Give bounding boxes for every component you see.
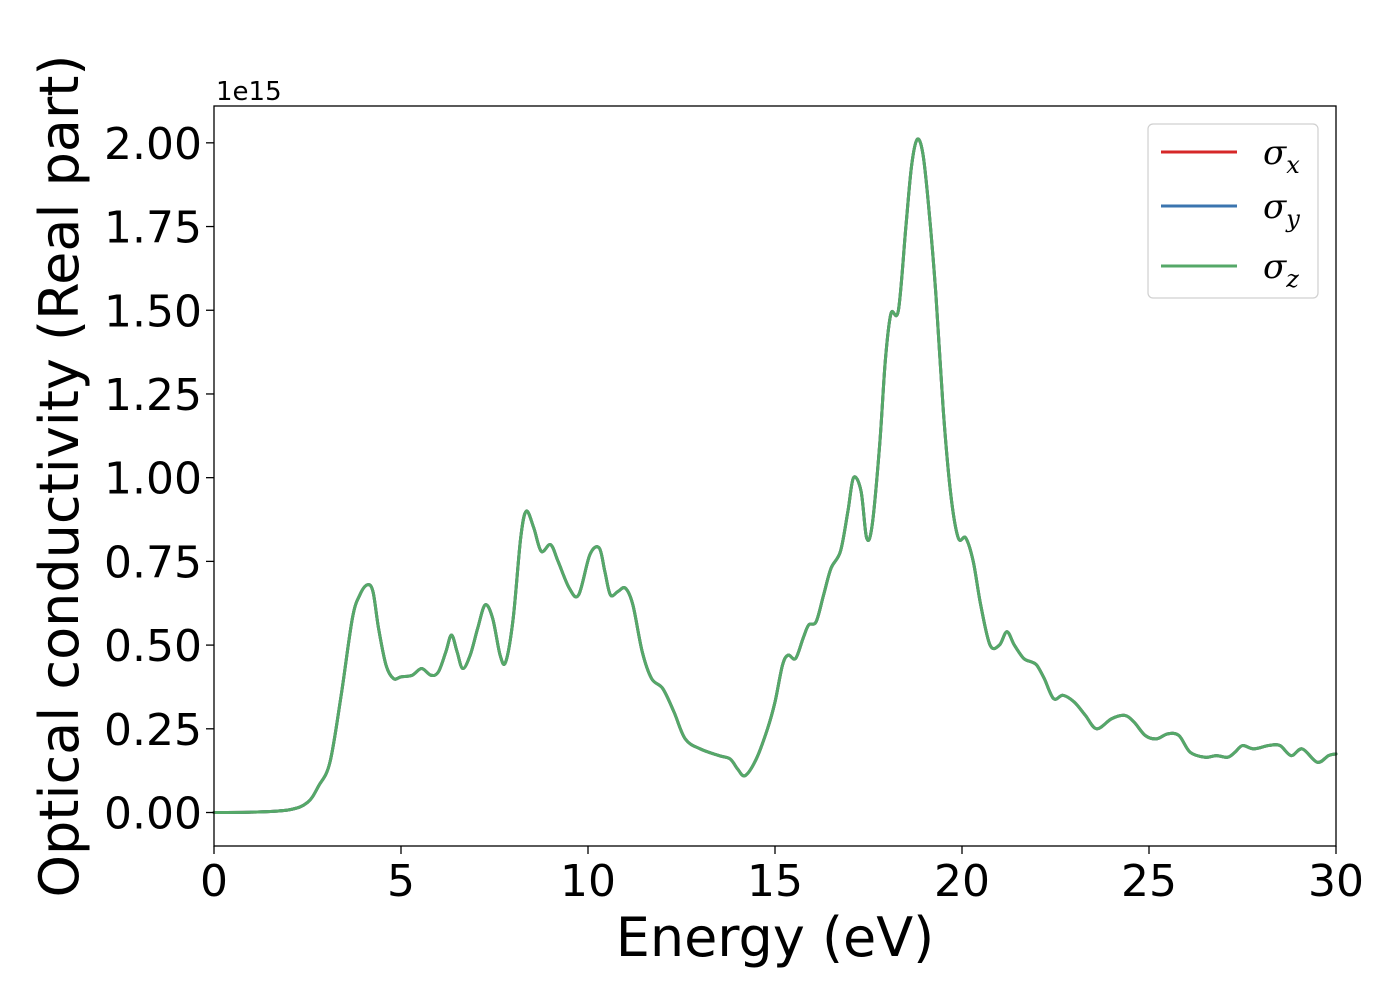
y-offset-label: 1e15 bbox=[216, 77, 282, 107]
x-tick-label: 10 bbox=[560, 856, 616, 907]
legend-label: σy bbox=[1263, 187, 1300, 233]
y-tick-label: 0.25 bbox=[104, 705, 202, 756]
legend-label: σz bbox=[1263, 247, 1299, 293]
x-tick-label: 5 bbox=[387, 856, 415, 907]
x-tick-label: 25 bbox=[1121, 856, 1177, 907]
series-layer bbox=[212, 137, 1338, 815]
y-tick-label: 1.00 bbox=[104, 454, 202, 505]
x-tick-label: 15 bbox=[747, 856, 803, 907]
series-line-σz bbox=[212, 137, 1338, 815]
y-tick-label: 0.50 bbox=[104, 621, 202, 672]
legend: σx σy σz bbox=[1147, 123, 1319, 299]
x-axis-label: Energy (eV) bbox=[616, 906, 935, 969]
y-tick-label: 0.00 bbox=[104, 789, 202, 840]
y-axis: 0.00 0.25 0.50 0.75 1.00 1.25 1.50 1.75 2.00 bbox=[104, 119, 214, 840]
x-tick-label: 0 bbox=[200, 856, 228, 907]
legend-items: σx σy σz bbox=[1161, 133, 1300, 293]
y-tick-label: 1.75 bbox=[104, 203, 202, 254]
x-axis: 0 5 10 15 20 25 30 bbox=[200, 846, 1364, 907]
y-tick-label: 1.50 bbox=[104, 286, 202, 337]
x-tick-label: 20 bbox=[934, 856, 990, 907]
legend-label: σx bbox=[1263, 133, 1300, 179]
x-tick-label: 30 bbox=[1308, 856, 1364, 907]
y-axis-label: Optical conductivity (Real part) bbox=[28, 55, 91, 898]
y-tick-label: 2.00 bbox=[104, 119, 202, 170]
legend-box bbox=[1147, 123, 1319, 299]
y-tick-label: 1.25 bbox=[104, 370, 202, 421]
y-tick-label: 0.75 bbox=[104, 537, 202, 588]
